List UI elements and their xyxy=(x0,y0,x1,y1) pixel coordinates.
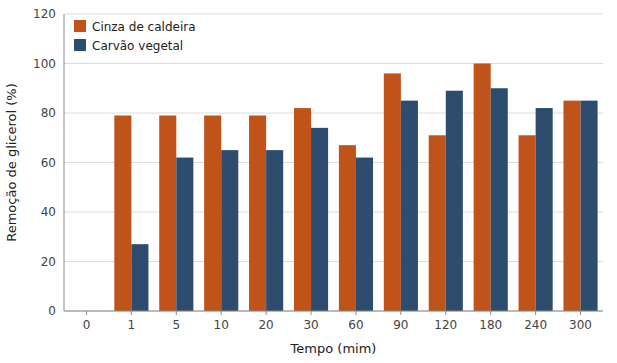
x-axis xyxy=(64,311,603,312)
bar xyxy=(384,73,401,311)
chart: 0 20 40 60 80 100 120 0 1 5 10 20 30 60 90 120 180 240 300… xyxy=(0,0,617,363)
bar xyxy=(536,108,553,311)
x-tick-label: 30 xyxy=(303,318,318,332)
legend-label: Cinza de caldeira xyxy=(92,20,196,34)
x-tick-label: 10 xyxy=(214,318,229,332)
x-tick-label: 120 xyxy=(434,318,457,332)
bar xyxy=(401,101,418,311)
x-tick xyxy=(400,311,401,315)
bar xyxy=(563,101,580,311)
bar xyxy=(339,145,356,311)
y-tick-label: 0 xyxy=(48,304,56,318)
grid-line xyxy=(64,63,603,64)
x-axis-label: Tempo (mim) xyxy=(290,341,377,356)
legend-item: Carvão vegetal xyxy=(74,39,183,53)
y-tick-label: 120 xyxy=(33,7,56,21)
y-tick-label: 80 xyxy=(41,106,56,120)
chart-container: 0 20 40 60 80 100 120 0 1 5 10 20 30 60 90 120 180 240 300… xyxy=(0,0,617,363)
x-tick-label: 240 xyxy=(524,318,547,332)
x-tick xyxy=(490,311,491,315)
bar xyxy=(266,150,283,311)
y-tick-label: 40 xyxy=(41,205,56,219)
grid xyxy=(64,14,603,311)
x-tick xyxy=(445,311,446,315)
x-tick xyxy=(535,311,536,315)
y-axis xyxy=(64,14,65,311)
x-tick xyxy=(131,311,132,315)
x-tick xyxy=(311,311,312,315)
bar xyxy=(176,158,193,311)
x-tick-label: 300 xyxy=(569,318,592,332)
x-tick-label: 5 xyxy=(172,318,180,332)
bar xyxy=(474,64,491,312)
x-tick xyxy=(355,311,356,315)
x-tick-label: 1 xyxy=(128,318,136,332)
x-tick-label: 20 xyxy=(258,318,273,332)
legend: Cinza de caldeira Carvão vegetal xyxy=(74,20,196,53)
bar xyxy=(159,115,176,311)
legend-item: Cinza de caldeira xyxy=(74,20,196,34)
bar xyxy=(204,115,221,311)
legend-swatch xyxy=(74,20,86,32)
bar xyxy=(356,158,373,311)
x-tick xyxy=(221,311,222,315)
x-tick-label: 90 xyxy=(393,318,408,332)
bar xyxy=(114,115,131,311)
x-tick xyxy=(266,311,267,315)
x-tick xyxy=(176,311,177,315)
grid-line xyxy=(64,113,603,114)
y-tick-label: 60 xyxy=(41,156,56,170)
y-tick-label: 100 xyxy=(33,57,56,71)
y-tick-label: 20 xyxy=(41,255,56,269)
bar xyxy=(429,135,446,311)
bar xyxy=(249,115,266,311)
bar xyxy=(221,150,238,311)
x-tick-label: 0 xyxy=(83,318,91,332)
bars xyxy=(114,64,597,312)
bar xyxy=(519,135,536,311)
bar xyxy=(446,91,463,311)
x-tick-label: 180 xyxy=(479,318,502,332)
grid-line xyxy=(64,14,603,15)
x-tick-label: 60 xyxy=(348,318,363,332)
y-axis-label: Remoção de glicerol (%) xyxy=(4,83,19,242)
grid-line xyxy=(64,311,603,312)
bar xyxy=(491,88,508,311)
bar xyxy=(311,128,328,311)
legend-swatch xyxy=(74,39,86,51)
x-tick xyxy=(86,311,87,315)
bar xyxy=(131,244,148,311)
bar xyxy=(581,101,598,311)
legend-label: Carvão vegetal xyxy=(92,39,183,53)
x-tick xyxy=(580,311,581,315)
bar xyxy=(294,108,311,311)
